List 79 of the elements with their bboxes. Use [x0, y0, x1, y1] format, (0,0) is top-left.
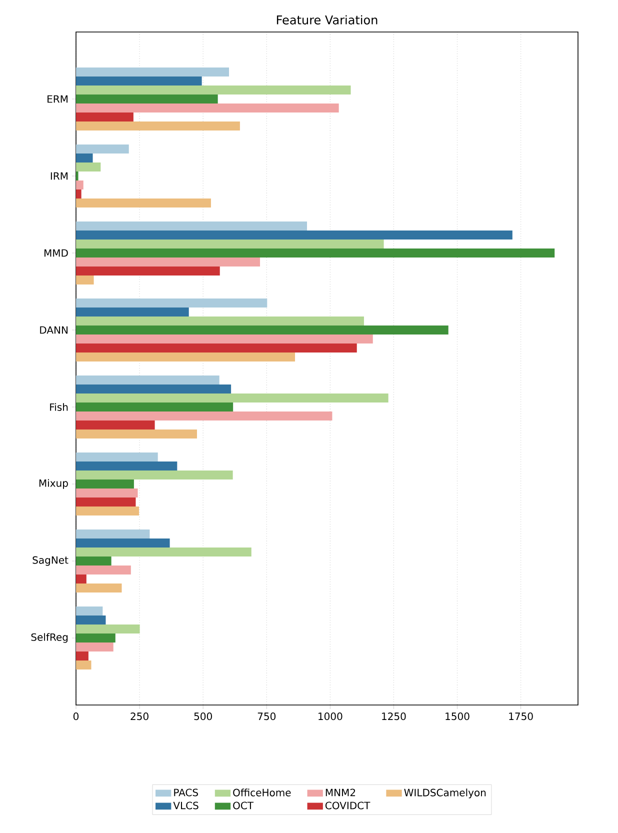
bar	[76, 222, 308, 231]
bar	[76, 642, 114, 652]
y-tick-label: DANN	[40, 326, 68, 334]
bar	[76, 230, 512, 240]
bar	[76, 556, 112, 566]
x-tick-label: 250	[130, 712, 148, 720]
bar	[76, 498, 136, 507]
bar	[76, 488, 138, 498]
y-tick-label: SagNet	[32, 556, 68, 566]
bar	[76, 68, 230, 77]
legend-label: VLCS	[173, 802, 198, 810]
bar	[76, 112, 134, 122]
bar	[76, 198, 211, 208]
bar	[76, 402, 234, 412]
y-tick-label: SelfReg	[31, 633, 68, 643]
bar	[76, 480, 134, 489]
y-tick-label: Fish	[50, 403, 68, 411]
bar	[76, 104, 339, 113]
bar	[76, 394, 388, 403]
bar	[76, 276, 94, 285]
x-tick-label: 1000	[318, 712, 342, 720]
bar	[76, 308, 189, 317]
bar	[76, 624, 140, 634]
bar	[76, 548, 252, 557]
x-tick-label: 750	[258, 712, 276, 720]
bar	[76, 258, 260, 267]
bar	[76, 606, 103, 616]
bar	[76, 162, 101, 172]
legend-label: OfficeHome	[233, 788, 291, 796]
bar	[76, 652, 88, 661]
bar	[76, 470, 233, 480]
legend-label: MNM2	[326, 788, 356, 796]
bar	[76, 144, 129, 154]
bar	[76, 240, 384, 249]
y-tick-label: IRM	[50, 172, 68, 180]
legend-label: WILDSCamelyon	[404, 788, 486, 798]
legend-label: PACS	[174, 788, 198, 796]
bar	[76, 412, 332, 421]
bar	[76, 154, 93, 163]
bar	[76, 86, 351, 95]
bar	[76, 538, 170, 548]
bar	[76, 574, 86, 584]
bar	[76, 430, 197, 439]
bar	[76, 660, 92, 670]
bar	[76, 420, 155, 430]
bar	[76, 180, 84, 190]
bar	[76, 76, 202, 86]
x-tick-label: 1500	[446, 712, 470, 720]
bar	[76, 452, 158, 462]
bar	[76, 384, 232, 394]
bar	[76, 266, 220, 276]
bar	[76, 344, 357, 353]
x-tick-label: 1750	[509, 712, 533, 720]
bar	[76, 584, 122, 593]
x-tick-label: 1250	[382, 712, 406, 720]
x-tick-label: 500	[194, 712, 212, 720]
bar	[76, 530, 150, 539]
bar	[76, 352, 296, 362]
bar	[76, 634, 116, 643]
bar	[76, 190, 82, 199]
bar	[76, 376, 220, 385]
x-tick-label: 0	[73, 712, 79, 720]
legend-label: OCT	[233, 802, 254, 810]
y-tick-label: Mixup	[39, 479, 68, 489]
chart-title: Feature Variation	[276, 15, 378, 24]
y-tick-label: MMD	[44, 249, 68, 257]
legend-label: COVIDCT	[325, 802, 370, 810]
bar	[76, 326, 448, 335]
bar	[76, 566, 131, 575]
bar	[76, 316, 364, 326]
bar	[76, 248, 555, 258]
bar	[76, 94, 218, 104]
y-tick-label: ERM	[48, 95, 68, 103]
bar	[76, 334, 373, 344]
bar	[76, 298, 268, 308]
bar	[76, 506, 140, 516]
bar	[76, 462, 178, 471]
bar	[76, 122, 240, 131]
bar	[76, 616, 106, 625]
